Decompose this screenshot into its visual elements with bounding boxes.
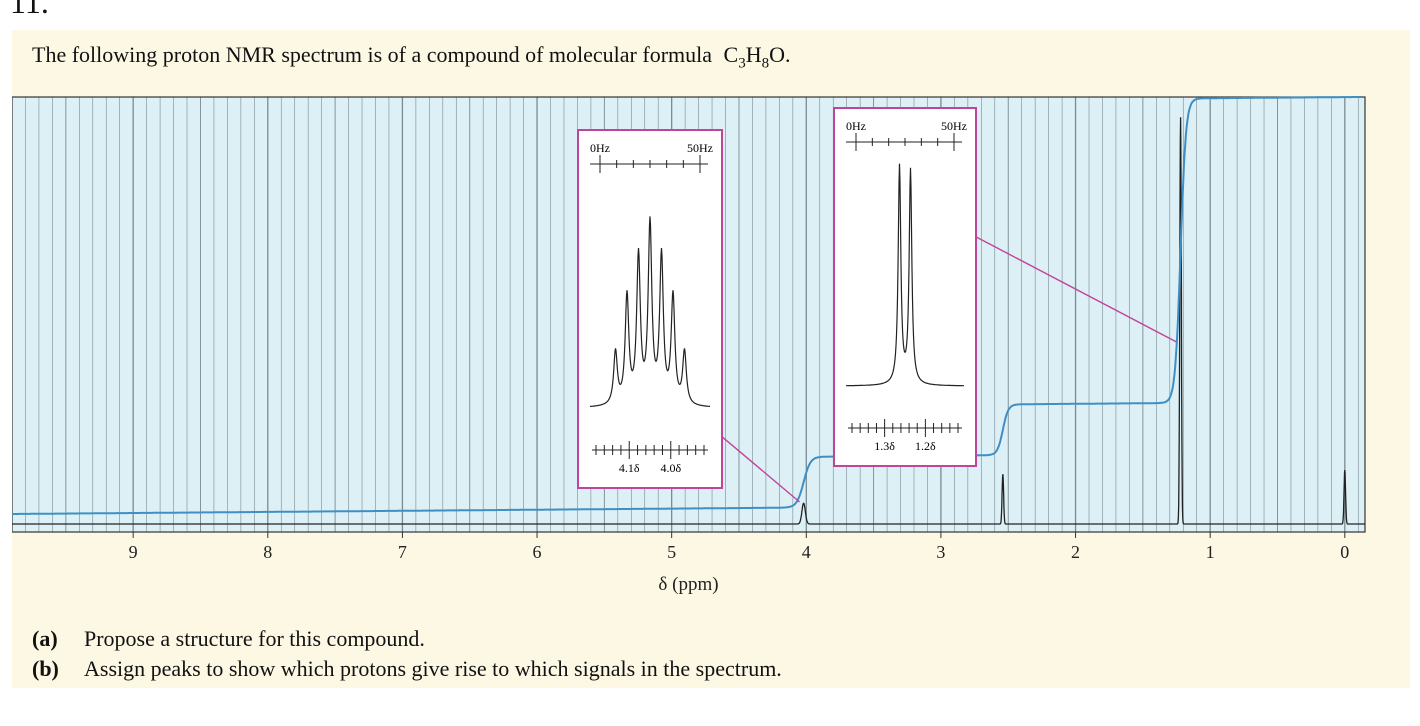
multiplet-trace xyxy=(846,163,964,387)
x-tick-label: 1 xyxy=(1206,542,1215,562)
question-a: (a) Propose a structure for this compound… xyxy=(32,624,782,654)
question-a-text: Propose a structure for this compound. xyxy=(84,626,425,651)
inset-leader-line xyxy=(975,236,1177,343)
integral-trace xyxy=(12,96,1362,515)
x-tick-label: 8 xyxy=(263,542,272,562)
hz-label: 0Hz xyxy=(846,119,866,133)
inset-methine-expansion: 0Hz 50Hz 4.1δ 4.0δ xyxy=(577,129,801,503)
ppm-label: 1.3δ xyxy=(874,439,895,453)
problem-intro: The following proton NMR spectrum is of … xyxy=(32,42,791,72)
x-tick-label: 4 xyxy=(802,542,811,562)
x-tick-label: 5 xyxy=(667,542,676,562)
problem-panel: The following proton NMR spectrum is of … xyxy=(12,30,1410,688)
question-a-label: (a) xyxy=(32,626,58,651)
x-tick-label: 0 xyxy=(1340,542,1349,562)
x-tick-label: 2 xyxy=(1071,542,1080,562)
molecular-formula: C3H8O. xyxy=(723,42,791,72)
inset-methyl-expansion: 0Hz 50Hz 1.3δ 1.2δ xyxy=(833,107,1177,467)
plot-frame xyxy=(12,96,1366,533)
x-tick-label: 6 xyxy=(533,542,542,562)
x-tick-label: 7 xyxy=(398,542,407,562)
x-axis-label: δ (ppm) xyxy=(658,574,718,595)
hz-label: 50Hz xyxy=(941,119,967,133)
inset-frame xyxy=(833,107,977,467)
question-b-text: Assign peaks to show which protons give … xyxy=(84,656,782,681)
hz-label: 50Hz xyxy=(687,141,713,155)
x-tick-label: 9 xyxy=(129,542,138,562)
ppm-label: 4.0δ xyxy=(660,461,681,475)
inset-frame xyxy=(577,129,723,489)
spectrum-trace xyxy=(12,117,1365,525)
ppm-label: 1.2δ xyxy=(915,439,936,453)
nmr-spectrum-chart: 9 8 7 6 5 4 3 2 1 0 δ (ppm) 0Hz 50Hz 4.1δ 4.0δ 0Hz 50Hz 1… xyxy=(12,96,1366,595)
multiplet-trace xyxy=(590,216,710,407)
hz-label: 0Hz xyxy=(590,141,610,155)
ppm-label: 4.1δ xyxy=(619,461,640,475)
question-b: (b) Assign peaks to show which protons gi… xyxy=(32,654,782,684)
x-tick-label: 3 xyxy=(936,542,945,562)
inset-leader-line xyxy=(718,433,801,503)
question-list: (a) Propose a structure for this compound… xyxy=(32,624,782,684)
question-b-label: (b) xyxy=(32,656,59,681)
problem-number: 11. xyxy=(10,0,49,20)
intro-text: The following proton NMR spectrum is of … xyxy=(32,42,713,67)
